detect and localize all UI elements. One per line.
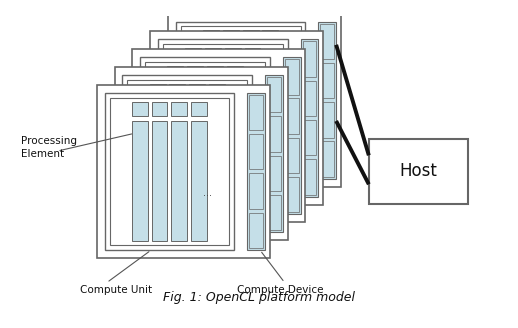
Bar: [303, 41, 316, 77]
Bar: [267, 116, 281, 152]
Text: Compute Device: Compute Device: [237, 285, 323, 295]
Bar: [127, 80, 247, 227]
Bar: [209, 104, 225, 223]
Bar: [191, 121, 207, 241]
Bar: [227, 66, 242, 80]
Bar: [249, 213, 263, 248]
Bar: [267, 77, 281, 112]
Bar: [150, 84, 166, 98]
Bar: [189, 104, 205, 223]
Bar: [110, 98, 229, 245]
Bar: [105, 93, 234, 250]
Bar: [227, 86, 242, 206]
Bar: [249, 95, 263, 130]
Bar: [300, 39, 319, 197]
Bar: [242, 31, 258, 44]
Bar: [242, 50, 258, 170]
Bar: [189, 84, 205, 98]
Bar: [169, 104, 185, 223]
Bar: [369, 139, 468, 204]
Bar: [188, 66, 203, 80]
Bar: [244, 68, 261, 188]
Bar: [158, 39, 287, 197]
Bar: [185, 68, 201, 188]
Bar: [171, 121, 188, 241]
Text: Fig. 1: OpenCL platform model: Fig. 1: OpenCL platform model: [163, 292, 355, 304]
Bar: [163, 44, 283, 192]
Bar: [247, 93, 265, 250]
Bar: [320, 24, 334, 59]
Bar: [176, 22, 306, 179]
Bar: [97, 85, 270, 258]
Bar: [319, 22, 336, 179]
Bar: [203, 31, 219, 44]
Bar: [152, 121, 167, 241]
Bar: [205, 68, 221, 188]
Bar: [169, 84, 185, 98]
Bar: [320, 63, 334, 98]
Bar: [303, 159, 316, 195]
Bar: [171, 102, 188, 115]
Text: Compute Unit: Compute Unit: [80, 285, 153, 295]
Bar: [132, 121, 148, 241]
Bar: [303, 81, 316, 116]
Bar: [265, 75, 283, 232]
Bar: [223, 31, 239, 44]
Bar: [188, 86, 203, 206]
Bar: [203, 50, 219, 170]
Bar: [263, 31, 278, 44]
Bar: [263, 50, 278, 170]
Bar: [223, 50, 239, 170]
Bar: [225, 48, 241, 62]
Bar: [167, 86, 183, 206]
Bar: [133, 49, 306, 222]
Bar: [167, 66, 183, 80]
Bar: [285, 138, 298, 173]
Bar: [320, 141, 334, 177]
Bar: [205, 48, 221, 62]
Bar: [132, 102, 148, 115]
Bar: [267, 195, 281, 230]
Bar: [140, 57, 270, 215]
Bar: [185, 48, 201, 62]
Bar: [249, 174, 263, 209]
Bar: [303, 120, 316, 155]
Text: Processing
Element: Processing Element: [21, 136, 77, 159]
Bar: [191, 102, 207, 115]
Bar: [267, 155, 281, 191]
Bar: [207, 86, 223, 206]
Bar: [150, 31, 323, 205]
Bar: [114, 67, 287, 240]
Bar: [244, 48, 261, 62]
Bar: [320, 102, 334, 137]
Bar: [150, 104, 166, 223]
Bar: [207, 66, 223, 80]
Bar: [145, 62, 265, 210]
Bar: [249, 134, 263, 170]
Bar: [285, 177, 298, 213]
Bar: [209, 84, 225, 98]
Bar: [181, 27, 300, 174]
Bar: [285, 59, 298, 94]
Text: Host: Host: [399, 162, 437, 180]
Bar: [152, 102, 167, 115]
Bar: [122, 75, 252, 232]
Bar: [168, 14, 341, 187]
Bar: [285, 98, 298, 134]
Bar: [225, 68, 241, 188]
Bar: [283, 57, 300, 215]
Text: ...: ...: [203, 188, 212, 198]
